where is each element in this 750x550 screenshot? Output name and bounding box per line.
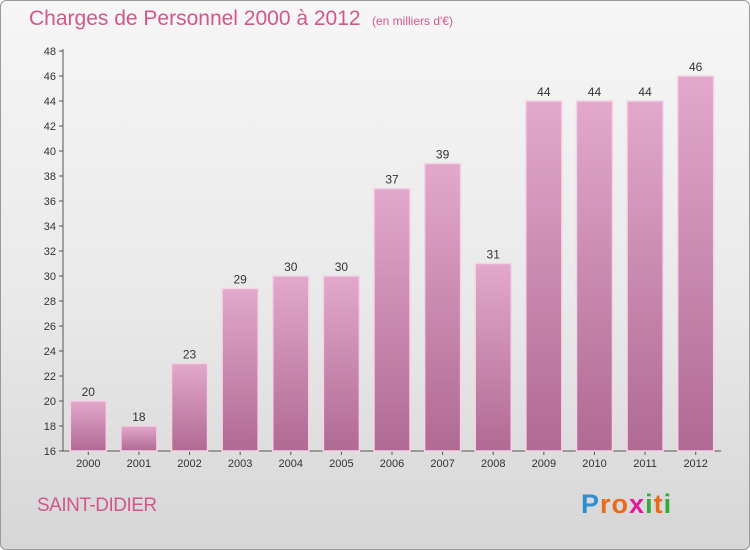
value-label: 44 — [537, 85, 551, 99]
bar-2001 — [120, 425, 158, 452]
chart-title: Charges de Personnel 2000 à 2012 — [29, 7, 361, 30]
x-tick-label: 2004 — [279, 458, 303, 470]
y-tick-label: 40 — [44, 146, 56, 158]
y-tick-label: 20 — [44, 396, 56, 408]
x-tick-label: 2012 — [683, 458, 707, 470]
logo-letter: i — [663, 489, 673, 519]
value-label: 46 — [689, 60, 703, 74]
y-tick-label: 48 — [44, 46, 56, 58]
x-tick-label: 2006 — [380, 458, 404, 470]
x-tick-label: 2005 — [329, 458, 353, 470]
logo-letter: t — [653, 489, 664, 519]
chart-subtitle: (en milliers d'€) — [372, 14, 453, 28]
bar-2002 — [170, 362, 209, 452]
x-tick-label: 2008 — [481, 458, 505, 470]
bar-2004 — [272, 275, 310, 452]
value-label: 23 — [183, 348, 197, 362]
data-labels: 20 18 23 29 30 30 37 39 31 44 44 44 46 — [82, 60, 703, 424]
y-tick-label: 18 — [44, 421, 56, 433]
value-label: 44 — [638, 85, 652, 99]
logo-letter: x — [629, 489, 646, 519]
x-tick-label: 2003 — [228, 458, 252, 470]
y-tick-label: 28 — [44, 296, 56, 308]
bar-2007 — [423, 162, 462, 452]
value-label: 20 — [82, 385, 96, 399]
value-label: 31 — [487, 248, 501, 262]
y-tick-label: 46 — [44, 71, 56, 83]
value-label: 30 — [284, 260, 298, 274]
y-tick-label: 32 — [44, 246, 56, 258]
x-axis: 2000 2001 2002 2003 2004 2005 2006 2007 2008 2009… — [63, 450, 721, 470]
x-tick-label: 2010 — [582, 458, 606, 470]
value-label: 18 — [132, 410, 146, 424]
x-tick-label: 2007 — [430, 458, 454, 470]
y-axis: 16 18 20 22 24 26 28 30 32 34 36 38 40 42 44 46 48 — [44, 46, 64, 458]
bars — [69, 75, 715, 452]
logo-letter: o — [611, 489, 630, 519]
y-tick-label: 36 — [44, 196, 56, 208]
x-tick-label: 2009 — [532, 458, 556, 470]
commune-name: SAINT-DIDIER — [37, 495, 157, 516]
y-tick-label: 44 — [44, 96, 56, 108]
value-label: 44 — [588, 85, 602, 99]
y-tick-label: 38 — [44, 171, 56, 183]
bar-2005 — [322, 275, 361, 452]
y-tick-label: 34 — [44, 221, 56, 233]
value-label: 37 — [385, 173, 399, 187]
x-tick-label: 2002 — [177, 458, 201, 470]
logo-letter: r — [600, 489, 612, 519]
bar-2010 — [575, 100, 614, 452]
y-tick-label: 16 — [44, 446, 56, 458]
bar-2006 — [373, 187, 411, 452]
proxiti-logo: Proxiti — [581, 489, 672, 520]
y-tick-label: 42 — [44, 121, 56, 133]
bar-2003 — [221, 287, 259, 452]
value-label: 29 — [233, 273, 247, 287]
bar-2011 — [626, 100, 664, 452]
value-label: 30 — [335, 260, 349, 274]
bar-2008 — [474, 262, 512, 452]
y-tick-label: 30 — [44, 271, 56, 283]
logo-letter: P — [581, 489, 601, 519]
x-tick-label: 2011 — [633, 458, 657, 470]
value-label: 39 — [436, 148, 450, 162]
y-tick-label: 22 — [44, 371, 56, 383]
y-tick-label: 26 — [44, 321, 56, 333]
bar-2009 — [525, 100, 563, 452]
bar-2000 — [69, 400, 108, 452]
x-tick-label: 2001 — [127, 458, 151, 470]
bar-2012 — [676, 75, 715, 452]
logo-letter: i — [645, 489, 654, 519]
y-tick-label: 24 — [44, 346, 56, 358]
x-tick-label: 2000 — [76, 458, 100, 470]
